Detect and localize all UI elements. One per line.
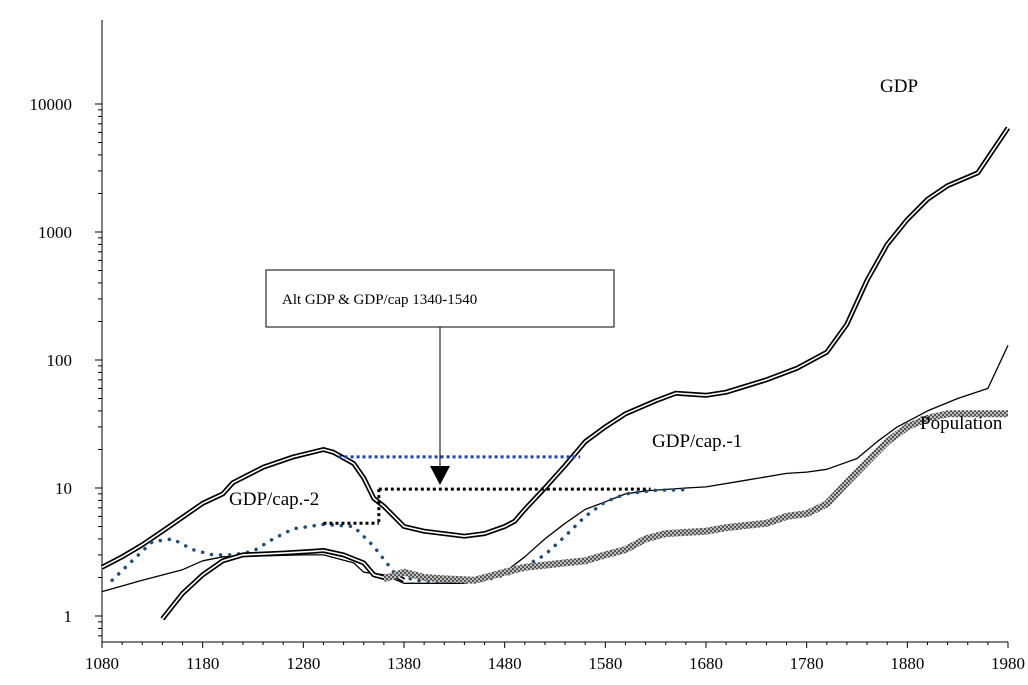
alt-lines bbox=[323, 455, 651, 525]
series-gdp-inner bbox=[101, 127, 1009, 569]
annotation-box bbox=[265, 269, 615, 328]
series-gdp-cap-1 bbox=[101, 345, 1009, 593]
x-tick-label: 1980 bbox=[991, 654, 1025, 673]
axes: 1 10 100 1000 10000 1080 1180 1280 1380 1480 1580 1… bbox=[30, 20, 1025, 673]
x-tick-label: 1780 bbox=[790, 654, 824, 673]
x-tick-label: 1080 bbox=[85, 654, 119, 673]
x-tick-label: 1280 bbox=[286, 654, 320, 673]
y-tick-label: 10 bbox=[55, 479, 72, 498]
series-population bbox=[382, 410, 1008, 584]
y-tick-label: 100 bbox=[47, 351, 73, 370]
x-tick-label: 1880 bbox=[890, 654, 924, 673]
x-tick-label: 1180 bbox=[186, 654, 219, 673]
label-population: Population bbox=[920, 413, 1003, 434]
x-tick-label: 1480 bbox=[488, 654, 522, 673]
series-gdp-cap-2-lower-inner bbox=[161, 549, 405, 620]
series-gdp-cap-2-lower-outer bbox=[160, 548, 406, 621]
series-gdp-cap-2 bbox=[110, 487, 688, 584]
y-tick-label: 10000 bbox=[30, 95, 73, 114]
annotation-text: Alt GDP & GDP/cap 1340-1540 bbox=[282, 292, 477, 308]
series-layer bbox=[100, 126, 1011, 621]
annotation: Alt GDP & GDP/cap 1340-1540 bbox=[265, 269, 615, 485]
label-gdp-cap-1: GDP/cap.-1 bbox=[652, 431, 742, 452]
y-tick-label: 1 bbox=[64, 607, 73, 626]
x-tick-label: 1680 bbox=[689, 654, 723, 673]
x-tick-label: 1380 bbox=[387, 654, 421, 673]
y-tick-label: 1000 bbox=[38, 223, 72, 242]
label-gdp-cap-2: GDP/cap.-2 bbox=[229, 489, 319, 510]
annotation-arrowhead bbox=[430, 466, 450, 485]
x-tick-label: 1580 bbox=[588, 654, 622, 673]
label-gdp: GDP bbox=[880, 76, 918, 97]
